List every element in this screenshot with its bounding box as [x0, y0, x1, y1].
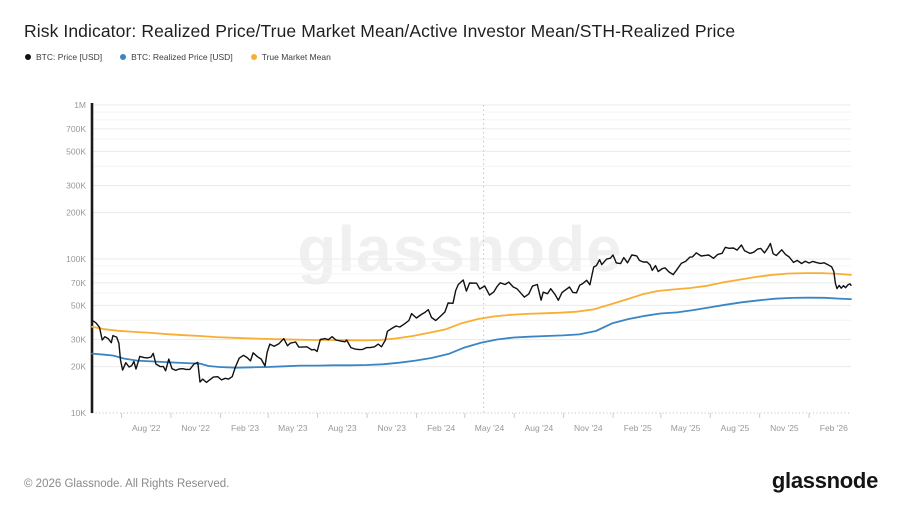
legend-item-true-market-mean[interactable]: True Market Mean — [250, 52, 331, 62]
legend-item-btc-price[interactable]: BTC: Price [USD] — [25, 52, 102, 62]
x-axis-label: Nov '22 — [181, 423, 210, 433]
x-axis-label: May '25 — [671, 423, 701, 433]
glassnode-logo[interactable]: glassnode — [771, 468, 878, 493]
legend-dot-true-market-mean — [250, 54, 257, 60]
y-axis-label: 100K — [66, 254, 86, 264]
y-axis-label: 20K — [71, 362, 86, 372]
y-axis-label: 70K — [71, 278, 86, 288]
y-axis-label: 700K — [66, 124, 86, 134]
series-line-btc-price-usd — [91, 242, 852, 384]
x-axis-label: Nov '23 — [377, 423, 406, 433]
x-axis-label: Nov '24 — [574, 423, 603, 433]
x-axis-label: Feb '25 — [624, 423, 652, 433]
y-axis-label: 30K — [71, 335, 86, 345]
page-title: Risk Indicator: Realized Price/True Mark… — [24, 21, 736, 41]
x-axis-label: Aug '23 — [328, 423, 357, 433]
x-axis-label: May '23 — [278, 423, 308, 433]
series-line-true-market-mean — [91, 272, 852, 342]
x-axis-label: Feb '26 — [820, 423, 848, 433]
y-axis-label: 300K — [66, 181, 86, 191]
y-axis-label: 200K — [66, 208, 86, 218]
chart-legend: BTC: Price [USD] BTC: Realized Price [US… — [25, 52, 331, 62]
x-axis-label: Feb '23 — [231, 423, 259, 433]
x-axis-label: Aug '25 — [721, 423, 750, 433]
y-axis-label: 50K — [71, 300, 86, 310]
legend-dot-btc-realized-price — [120, 54, 127, 60]
legend-label: BTC: Realized Price [USD] — [131, 52, 233, 62]
x-axis-label: Nov '25 — [770, 423, 799, 433]
legend-label: BTC: Price [USD] — [36, 52, 103, 62]
legend-dot-btc-price — [25, 54, 31, 60]
copyright-text: © 2026 Glassnode. All Rights Reserved. — [24, 478, 230, 490]
x-axis-label: May '24 — [475, 423, 505, 433]
x-axis-label: Aug '24 — [525, 423, 554, 433]
legend-item-btc-realized-price[interactable]: BTC: Realized Price [USD] — [120, 52, 233, 62]
series-line-btc-realized-price-usd — [91, 296, 852, 369]
legend-label: True Market Mean — [261, 52, 331, 62]
y-axis-label: 10K — [71, 408, 86, 418]
x-axis-label: Feb '24 — [427, 423, 455, 433]
y-axis-label: 1M — [74, 100, 86, 110]
x-axis-label: Aug '22 — [132, 423, 161, 433]
y-axis-label: 500K — [66, 146, 86, 156]
